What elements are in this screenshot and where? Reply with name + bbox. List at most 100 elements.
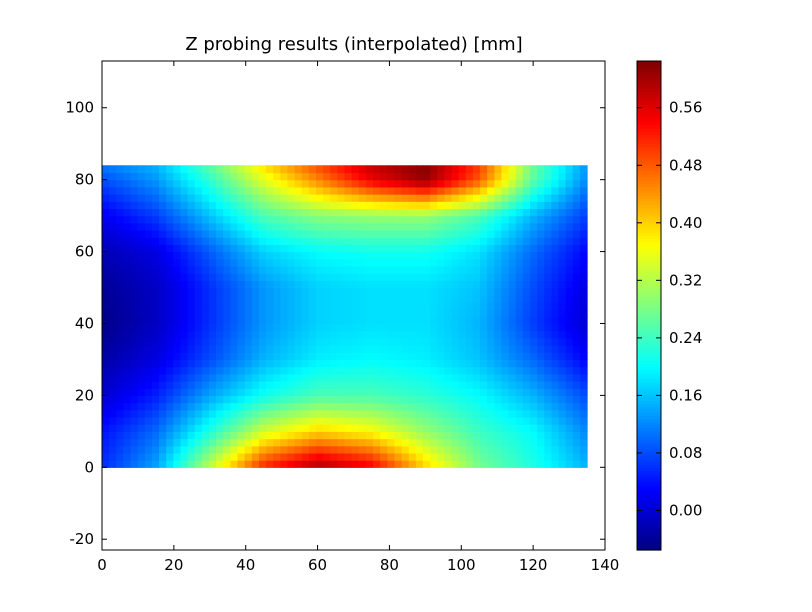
heatmap-cell bbox=[216, 445, 224, 454]
heatmap-cell bbox=[337, 402, 346, 411]
colorbar-segment bbox=[637, 305, 661, 310]
heatmap-cell bbox=[551, 330, 560, 339]
heatmap-cell bbox=[237, 438, 246, 447]
heatmap-cell bbox=[465, 452, 474, 461]
heatmap-cell bbox=[365, 409, 374, 418]
heatmap-cell bbox=[294, 165, 303, 174]
heatmap-cell bbox=[144, 229, 153, 238]
heatmap-cell bbox=[151, 366, 160, 375]
heatmap-cell bbox=[280, 359, 289, 368]
heatmap-cell bbox=[180, 373, 189, 382]
heatmap-cell bbox=[558, 280, 567, 289]
heatmap-cell bbox=[201, 186, 210, 195]
heatmap-cell bbox=[315, 237, 324, 245]
heatmap-cell bbox=[508, 337, 517, 346]
heatmap-cell bbox=[144, 280, 153, 289]
heatmap-cell bbox=[337, 452, 346, 461]
heatmap-cell bbox=[194, 323, 203, 332]
heatmap-cell bbox=[522, 309, 531, 317]
heatmap-cell bbox=[522, 345, 531, 353]
heatmap-cell bbox=[351, 294, 360, 303]
heatmap-cell bbox=[273, 194, 281, 202]
heatmap-cell bbox=[422, 438, 431, 447]
heatmap-cell bbox=[137, 373, 146, 382]
heatmap-cell bbox=[223, 194, 231, 202]
heatmap-cell bbox=[480, 186, 488, 195]
heatmap-cell bbox=[273, 273, 281, 281]
heatmap-cell bbox=[144, 337, 153, 346]
colorbar-segment bbox=[637, 314, 661, 319]
heatmap-cell bbox=[544, 237, 552, 245]
heatmap-cell bbox=[237, 222, 246, 231]
heatmap-cell bbox=[358, 431, 367, 440]
heatmap-cell bbox=[558, 251, 567, 260]
heatmap-cell bbox=[323, 215, 331, 224]
colorbar: 0.000.080.160.240.320.400.480.56 bbox=[636, 60, 702, 551]
heatmap-cell bbox=[244, 359, 253, 368]
heatmap-cell bbox=[123, 222, 132, 231]
heatmap-cell bbox=[480, 445, 488, 454]
heatmap-cell bbox=[244, 352, 253, 361]
heatmap-cell bbox=[579, 323, 588, 332]
heatmap-cell bbox=[137, 352, 146, 361]
heatmap-cell bbox=[315, 208, 324, 217]
heatmap-cell bbox=[380, 323, 388, 332]
heatmap-cell bbox=[408, 280, 417, 289]
heatmap-cell bbox=[280, 194, 289, 202]
heatmap-cell bbox=[458, 330, 467, 339]
heatmap-cell bbox=[280, 373, 289, 382]
heatmap-cell bbox=[180, 416, 189, 425]
heatmap-cell bbox=[330, 366, 338, 375]
heatmap-cell bbox=[537, 309, 545, 317]
heatmap-cell bbox=[537, 352, 545, 361]
heatmap-cell bbox=[415, 460, 424, 468]
heatmap-cell bbox=[394, 345, 403, 353]
heatmap-cell bbox=[472, 395, 481, 404]
heatmap-cell bbox=[130, 395, 139, 404]
heatmap-cell bbox=[358, 229, 367, 238]
heatmap-cell bbox=[208, 402, 217, 411]
heatmap-cell bbox=[558, 409, 567, 418]
heatmap-cell bbox=[137, 395, 146, 404]
heatmap-cell bbox=[430, 395, 438, 404]
heatmap-cell bbox=[258, 265, 267, 274]
heatmap-cell bbox=[180, 309, 189, 317]
colorbar-segment bbox=[637, 131, 661, 135]
heatmap-cell bbox=[465, 402, 474, 411]
heatmap-cell bbox=[380, 215, 388, 224]
heatmap-cell bbox=[458, 431, 467, 440]
colorbar-segment bbox=[637, 198, 661, 203]
heatmap-cell bbox=[258, 416, 267, 425]
heatmap-cell bbox=[266, 258, 274, 267]
colorbar-segment bbox=[637, 103, 661, 108]
heatmap-cell bbox=[444, 179, 453, 188]
heatmap-cell bbox=[501, 237, 510, 245]
heatmap-cell bbox=[308, 402, 317, 411]
heatmap-cell bbox=[159, 208, 167, 217]
heatmap-cell bbox=[301, 215, 310, 224]
heatmap-cell bbox=[451, 359, 460, 368]
heatmap-cell bbox=[537, 359, 545, 368]
heatmap-cell bbox=[494, 352, 503, 361]
heatmap-cell bbox=[237, 208, 246, 217]
heatmap-cell bbox=[558, 460, 567, 468]
heatmap-cell bbox=[287, 388, 296, 396]
heatmap-cell bbox=[294, 431, 303, 440]
heatmap-cell bbox=[216, 194, 224, 202]
heatmap-cell bbox=[394, 294, 403, 303]
heatmap-cell bbox=[116, 186, 124, 195]
heatmap-cell bbox=[380, 229, 388, 238]
heatmap-cell bbox=[465, 316, 474, 325]
heatmap-cell bbox=[280, 251, 289, 260]
heatmap-cell bbox=[337, 460, 346, 468]
heatmap-cell bbox=[116, 316, 124, 325]
colorbar-segment bbox=[637, 146, 661, 151]
heatmap-cell bbox=[394, 373, 403, 382]
heatmap-cell bbox=[565, 208, 574, 217]
heatmap-cell bbox=[273, 265, 281, 274]
heatmap-cell bbox=[201, 294, 210, 303]
heatmap-cell bbox=[308, 409, 317, 418]
heatmap-cell bbox=[301, 431, 310, 440]
heatmap-cell bbox=[430, 237, 438, 245]
heatmap-cell bbox=[522, 359, 531, 368]
